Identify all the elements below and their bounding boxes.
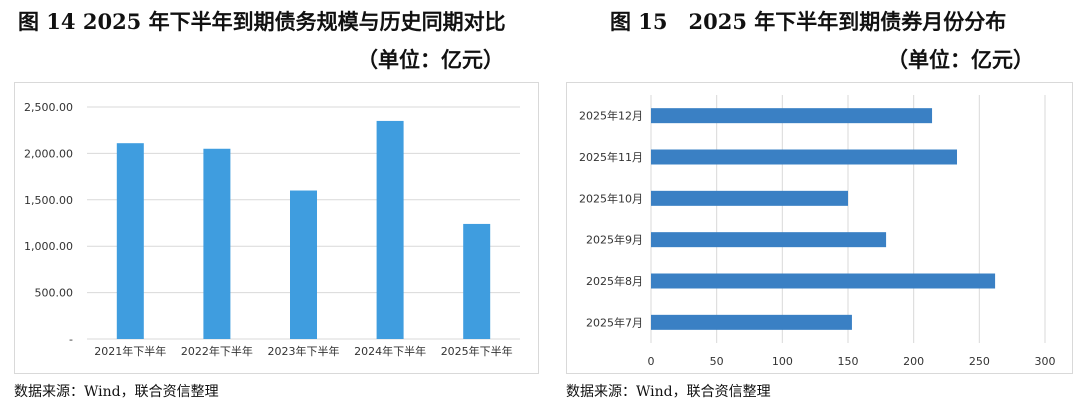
x-tick-label: 50 <box>710 355 724 368</box>
right-chart-title: 图 15 2025 年下半年到期债券月份分布 <box>610 9 1007 34</box>
y-tick-label: 500.00 <box>35 287 74 300</box>
left-bar-chart: - 500.00 1,000.00 1,500.00 2,000.00 2,500.00 2… <box>24 101 520 358</box>
bar <box>651 273 996 289</box>
x-tick-label: 300 <box>1035 355 1056 368</box>
x-tick-label: 2022年下半年 <box>181 344 253 358</box>
bar <box>290 190 317 339</box>
bar <box>463 223 491 339</box>
left-source-note: 数据来源：Wind，联合资信整理 <box>14 384 219 400</box>
right-bar-chart: 0 50 100 150 200 250 300 2025年12月 2025年11月 2025年1… <box>579 95 1056 368</box>
x-tick-label: 100 <box>772 355 793 368</box>
bar <box>651 149 958 165</box>
y-tick-label: 2,500.00 <box>24 101 73 114</box>
right-chart-unit: （单位：亿元） <box>887 47 1034 72</box>
x-tick-label: 2024年下半年 <box>354 344 426 358</box>
left-chart-unit: （单位：亿元） <box>357 47 504 72</box>
x-tick-label: 2021年下半年 <box>94 344 166 358</box>
y-tick-label: 2025年8月 <box>586 274 643 288</box>
y-tick-label: 2025年9月 <box>586 233 643 247</box>
y-tick-label: 2025年7月 <box>586 315 643 329</box>
bar <box>651 314 852 330</box>
x-tick-label: 250 <box>969 355 990 368</box>
bar <box>651 108 933 124</box>
bar <box>116 143 144 339</box>
x-tick-label: 150 <box>838 355 859 368</box>
bar <box>651 190 848 206</box>
bar <box>651 232 887 248</box>
right-source-note: 数据来源：Wind，联合资信整理 <box>566 384 771 400</box>
left-chart-frame: - 500.00 1,000.00 1,500.00 2,000.00 2,500.00 2… <box>14 82 539 374</box>
x-tick-label: 2023年下半年 <box>268 344 340 358</box>
x-tick-label: 200 <box>903 355 924 368</box>
y-tick-label: 2025年12月 <box>579 109 643 123</box>
y-tick-label: 1,000.00 <box>24 240 73 253</box>
bar <box>376 120 404 339</box>
x-tick-label: 0 <box>648 355 655 368</box>
left-chart-title: 图 14 2025 年下半年到期债务规模与历史同期对比 <box>18 9 506 34</box>
y-tick-label: 2025年11月 <box>579 150 643 164</box>
right-chart-frame: 0 50 100 150 200 250 300 2025年12月 2025年11月 2025年1… <box>566 82 1073 374</box>
y-tick-label: 2025年10月 <box>579 191 643 205</box>
y-tick-label: 2,000.00 <box>24 147 73 160</box>
x-tick-label: 2025年下半年 <box>441 344 513 358</box>
bar <box>203 148 231 339</box>
y-tick-label: - <box>69 333 73 346</box>
y-tick-label: 1,500.00 <box>24 194 73 207</box>
